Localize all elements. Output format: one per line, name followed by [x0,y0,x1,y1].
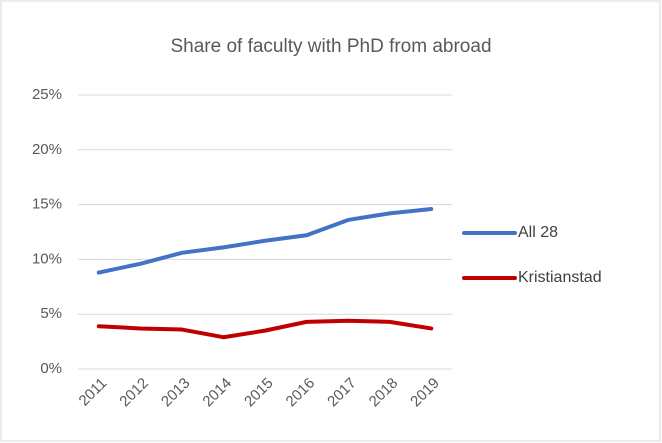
y-tick-label: 25% [32,86,62,103]
y-tick-label: 15% [32,196,62,213]
y-tick-label: 0% [40,360,62,377]
chart-title: Share of faculty with PhD from abroad [170,36,491,57]
y-tick-label: 5% [40,305,62,322]
legend-entry: Kristianstad [462,269,602,286]
legend-label: All 28 [518,224,558,241]
legend-entry: All 28 [462,224,558,241]
legend-label: Kristianstad [518,269,602,286]
y-tick-label: 20% [32,141,62,158]
series-line [96,206,434,275]
series-line [96,318,434,340]
y-tick-label: 10% [32,250,62,267]
